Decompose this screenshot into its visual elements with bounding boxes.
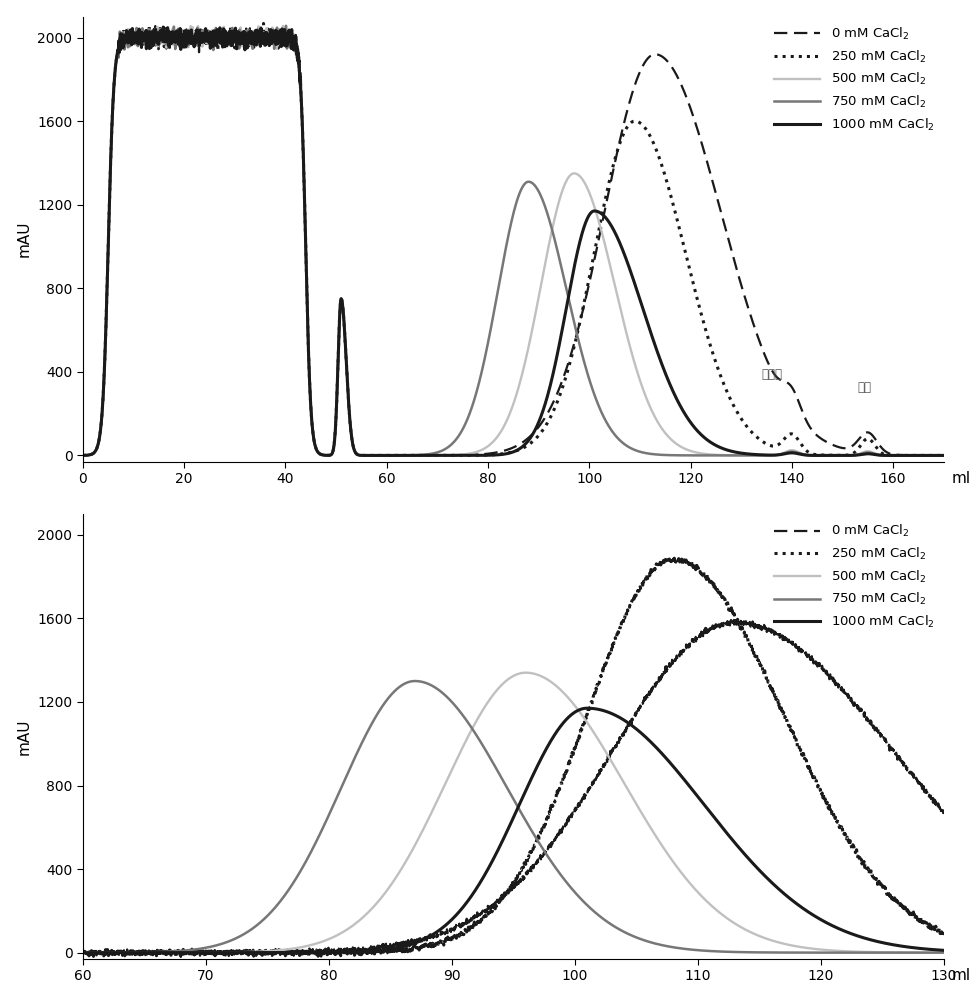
X-axis label: ml: ml <box>952 471 970 486</box>
Legend: 0 mM CaCl$_2$, 250 mM CaCl$_2$, 500 mM CaCl$_2$, 750 mM CaCl$_2$, 1000 mM CaCl$_: 0 mM CaCl$_2$, 250 mM CaCl$_2$, 500 mM C… <box>769 518 940 635</box>
Legend: 0 mM CaCl$_2$, 250 mM CaCl$_2$, 500 mM CaCl$_2$, 750 mM CaCl$_2$, 1000 mM CaCl$_: 0 mM CaCl$_2$, 250 mM CaCl$_2$, 500 mM C… <box>769 21 940 138</box>
Y-axis label: mAU: mAU <box>17 221 31 257</box>
Y-axis label: mAU: mAU <box>17 718 31 755</box>
Text: 消毒: 消毒 <box>858 381 872 394</box>
X-axis label: ml: ml <box>952 968 970 983</box>
Text: 解吸附: 解吸附 <box>761 368 783 381</box>
